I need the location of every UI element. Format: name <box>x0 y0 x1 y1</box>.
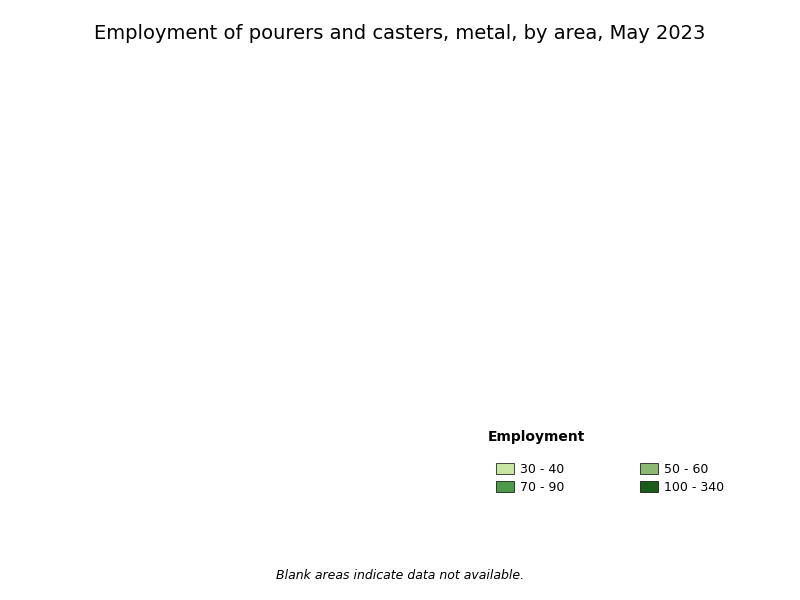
Text: 50 - 60: 50 - 60 <box>664 463 708 476</box>
Text: 100 - 340: 100 - 340 <box>664 481 724 494</box>
Text: Employment: Employment <box>487 430 585 444</box>
Text: Blank areas indicate data not available.: Blank areas indicate data not available. <box>276 569 524 582</box>
Text: 30 - 40: 30 - 40 <box>520 463 564 476</box>
Text: 70 - 90: 70 - 90 <box>520 481 564 494</box>
Text: Employment of pourers and casters, metal, by area, May 2023: Employment of pourers and casters, metal… <box>94 24 706 43</box>
